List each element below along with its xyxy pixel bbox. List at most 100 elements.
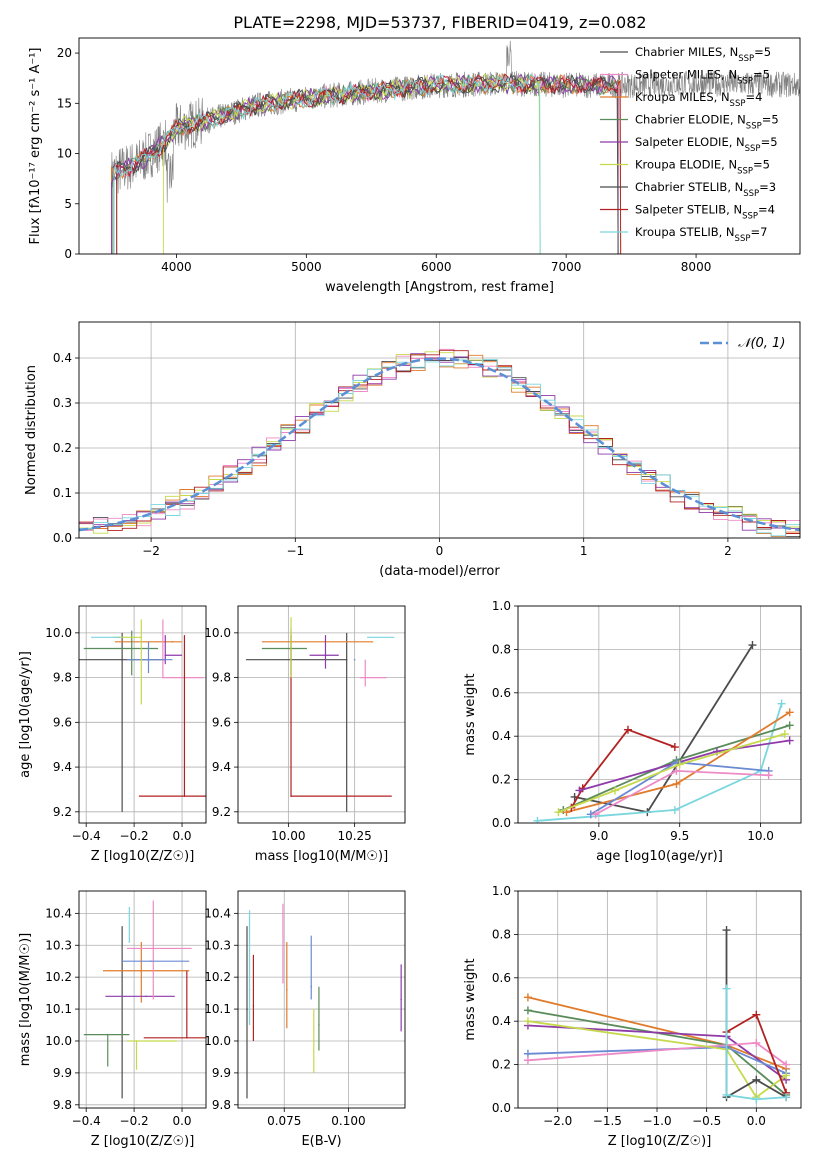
point-marker: [140, 969, 143, 972]
plus-marker: [782, 1093, 791, 1102]
data-point: [121, 926, 123, 1099]
x-tick-label: 0.075: [267, 1114, 301, 1128]
y-tick-label: 9.2: [53, 805, 72, 819]
point-marker: [130, 647, 133, 650]
plus-marker: [623, 725, 632, 734]
legend-entry: Kroupa MILES, NSSP=4: [635, 90, 762, 109]
axes-frame: [517, 605, 802, 824]
normal-reference-curve: [79, 357, 800, 532]
y-tick-label: 9.9: [53, 1066, 72, 1080]
plus-marker: [780, 730, 789, 739]
y-tick-label: 0.8: [492, 927, 511, 941]
plus-marker: [752, 1010, 761, 1019]
axes-frame: [517, 890, 802, 1109]
data-point: [143, 970, 206, 1039]
plus-marker: [722, 984, 731, 993]
data-point: [359, 659, 387, 687]
data-point: [246, 926, 248, 1099]
data-point: [252, 954, 255, 1041]
plus-marker: [672, 766, 681, 775]
plus-marker: [785, 708, 794, 717]
y-tick-label: 10.0: [204, 626, 231, 640]
plus-marker: [785, 721, 794, 730]
x-axis-label: Z [log10(Z/Z☉)]: [91, 1134, 195, 1149]
y-tick-label: 9.6: [212, 715, 231, 729]
model-spectrum-line: [111, 73, 619, 254]
y-tick-label: 0.8: [492, 642, 511, 656]
y-tick-label: 10.0: [45, 626, 72, 640]
data-point: [126, 641, 173, 674]
point-marker: [140, 636, 143, 639]
data-point: [353, 658, 356, 661]
y-tick-label: 0.2: [53, 441, 72, 455]
plot-area: [518, 891, 801, 1108]
mass-weight-line: [725, 988, 787, 1101]
y-tick-label: 0.3: [53, 396, 72, 410]
y-tick-label: 0.0: [53, 531, 72, 545]
plot-area: [238, 891, 405, 1108]
axes-frame: [237, 890, 406, 1109]
data-point: [90, 636, 121, 639]
mass-vs-extinction-panel: 0.075 0.100 9.8 9.9 10.0 10.1 10.2 10.3 10.4 E(B-…: [204, 890, 406, 1149]
axes-frame: [78, 890, 207, 1109]
y-tick-label: 0.2: [492, 1058, 511, 1072]
x-tick-label: 0.0: [747, 1114, 766, 1128]
x-axis-label: Z [log10(Z/Z☉)]: [91, 849, 195, 864]
x-tick-label: −1: [286, 544, 304, 558]
y-tick-label: 0.1: [53, 486, 72, 500]
y-tick-label: 10.3: [45, 938, 72, 952]
mass-weight-line: [570, 728, 676, 809]
y-tick-label: 0.2: [492, 773, 511, 787]
mass-weight-vs-metallicity-panel: −2.0 −1.5 −1.0 −0.5 0.0 0.0 0.2 0.4 0.6 0.8 1.0 Z […: [463, 884, 802, 1149]
x-tick-label: 8000: [681, 260, 712, 274]
x-tick-label: 10.00: [271, 829, 305, 843]
point-marker: [128, 941, 131, 943]
plus-marker: [670, 805, 679, 814]
point-marker: [286, 989, 288, 991]
legend-entry: Chabrier STELIB, NSSP=3: [635, 180, 776, 199]
residual-histogram: [79, 358, 800, 537]
point-marker: [118, 636, 121, 639]
y-tick-label: 10.1: [45, 1002, 72, 1016]
y-tick-label: 9.8: [212, 671, 231, 685]
plus-marker: [782, 1060, 791, 1069]
mass-weight-line: [527, 1020, 787, 1099]
x-tick-label: 4000: [161, 260, 192, 274]
legend-entry: Salpeter STELIB, NSSP=4: [635, 203, 775, 222]
y-tick-label: 9.8: [212, 1098, 231, 1112]
x-tick-label: −1.5: [593, 1114, 622, 1128]
y-tick-label: 15: [57, 96, 72, 110]
data-point: [290, 617, 292, 678]
data-point: [126, 1040, 178, 1070]
y-tick-label: 9.6: [53, 715, 72, 729]
y-axis-label: mass [log10(M/M☉)]: [18, 933, 33, 1066]
axes-frame: [78, 37, 801, 255]
y-tick-label: 0.6: [492, 971, 511, 985]
x-tick-label: −0.4: [72, 829, 101, 843]
x-tick-label: 0.0: [172, 1114, 191, 1128]
plus-marker: [523, 1056, 532, 1065]
model-spectrum-line: [111, 74, 619, 254]
plus-marker: [722, 926, 731, 935]
model-spectrum-line: [116, 71, 619, 254]
x-tick-label: 10.0: [747, 829, 774, 843]
plus-marker: [752, 1038, 761, 1047]
y-tick-label: 0.4: [492, 729, 511, 743]
plot-area: [79, 322, 800, 538]
plus-marker: [591, 810, 600, 819]
x-axis-label: (data-model)/error: [379, 564, 500, 579]
plus-marker: [523, 1017, 532, 1026]
model-spectrum-line: [162, 73, 541, 254]
x-tick-label: 10.25: [337, 829, 371, 843]
x-tick-label: −2: [142, 544, 160, 558]
y-tick-label: 10.1: [204, 1002, 231, 1016]
x-tick-label: −2.0: [543, 1114, 572, 1128]
y-tick-label: 20: [57, 46, 72, 60]
data-point: [122, 960, 190, 963]
point-marker: [367, 636, 369, 639]
x-tick-label: 2: [724, 544, 732, 558]
x-tick-label: 0.100: [331, 1114, 365, 1128]
plus-marker: [675, 760, 684, 769]
x-axis-label: mass [log10(M/M☉)]: [255, 849, 388, 864]
